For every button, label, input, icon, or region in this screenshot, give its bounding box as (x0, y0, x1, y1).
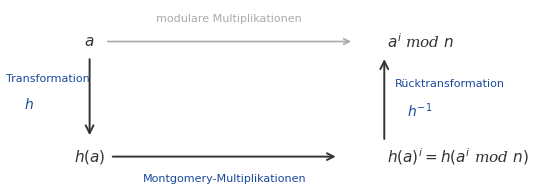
Text: $h(a)$: $h(a)$ (74, 148, 105, 166)
Text: Rücktransformation: Rücktransformation (394, 79, 505, 89)
Text: $h^{-1}$: $h^{-1}$ (407, 101, 433, 119)
Text: $a^i$ mod $n$: $a^i$ mod $n$ (387, 32, 454, 51)
Text: $h(a)^i = h(a^i$ mod $n)$: $h(a)^i = h(a^i$ mod $n)$ (387, 146, 529, 167)
Text: $h$: $h$ (24, 97, 33, 112)
Text: Transformation: Transformation (6, 74, 89, 84)
Text: $a$: $a$ (85, 35, 95, 49)
Text: modulare Multiplikationen: modulare Multiplikationen (156, 14, 302, 24)
Text: Montgomery-Multiplikationen: Montgomery-Multiplikationen (142, 174, 306, 184)
